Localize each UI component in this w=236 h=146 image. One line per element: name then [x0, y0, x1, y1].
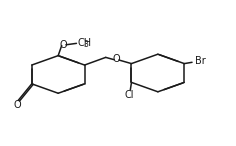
Text: O: O [113, 54, 120, 64]
Text: Br: Br [195, 56, 206, 66]
Text: O: O [59, 40, 67, 49]
Text: 3: 3 [84, 40, 88, 49]
Text: Cl: Cl [124, 90, 134, 100]
Text: O: O [13, 100, 21, 110]
Text: CH: CH [77, 38, 92, 48]
